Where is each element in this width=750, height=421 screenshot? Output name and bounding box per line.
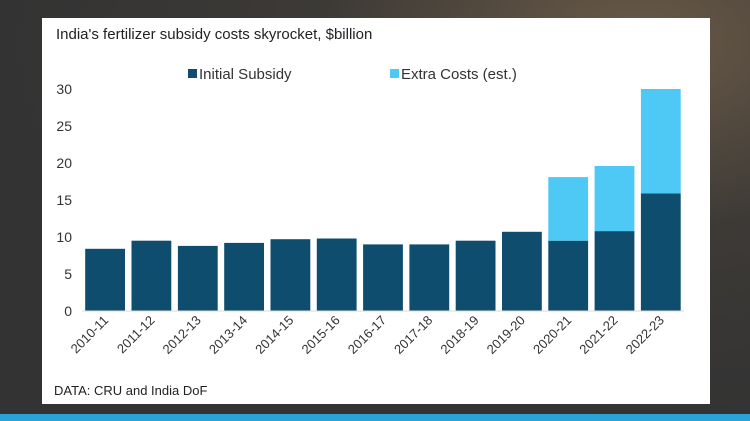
y-tick-label: 10 — [56, 229, 72, 245]
x-tick-label: 2013-14 — [206, 313, 250, 357]
x-tick-label: 2015-16 — [298, 313, 342, 357]
chart-card: India's fertilizer subsidy costs skyrock… — [42, 18, 710, 404]
x-tick-label: 2022-23 — [623, 313, 667, 357]
legend-label: Initial Subsidy — [199, 66, 292, 83]
x-tick-label: 2017-18 — [391, 313, 435, 357]
x-tick-label: 2014-15 — [252, 313, 296, 357]
bar-extra-costs — [594, 166, 635, 232]
bar-initial-subsidy — [363, 244, 403, 311]
bar-initial-subsidy — [594, 231, 635, 311]
y-tick-label: 0 — [64, 303, 72, 319]
legend-swatch — [188, 69, 197, 78]
bar-initial-subsidy — [548, 240, 589, 311]
y-tick-label: 30 — [56, 81, 72, 97]
x-tick-label: 2021-22 — [576, 313, 620, 357]
x-tick-label: 2020-21 — [530, 313, 574, 357]
y-tick-label: 15 — [56, 192, 72, 208]
bar-initial-subsidy — [640, 193, 681, 311]
x-tick-label: 2019-20 — [484, 313, 528, 357]
y-tick-label: 5 — [64, 266, 72, 282]
bar-initial-subsidy — [177, 245, 218, 311]
legend-swatch — [390, 69, 399, 78]
bar-chart: 0 5 10 15 20 25 30 2010-11 2011-12 2012-13 2013-14… — [56, 66, 684, 357]
chart-title: India's fertilizer subsidy costs skyrock… — [56, 26, 373, 43]
bar-initial-subsidy — [455, 240, 496, 311]
x-tick-label: 2011-12 — [114, 313, 158, 357]
x-tick-label: 2016-17 — [345, 313, 389, 357]
bar-initial-subsidy — [131, 240, 172, 311]
bar-initial-subsidy — [502, 231, 542, 311]
bar-initial-subsidy — [224, 242, 264, 311]
bar-initial-subsidy — [409, 244, 450, 311]
bar-initial-subsidy — [316, 238, 357, 311]
bar-initial-subsidy — [270, 239, 311, 311]
bottom-accent-bar — [0, 414, 750, 421]
bar-initial-subsidy — [85, 248, 125, 311]
y-tick-label: 25 — [56, 118, 72, 134]
data-source: DATA: CRU and India DoF — [54, 383, 208, 398]
bar-extra-costs — [548, 177, 589, 241]
x-tick-label: 2018-19 — [437, 313, 481, 357]
y-tick-label: 20 — [56, 155, 72, 171]
legend-label: Extra Costs (est.) — [401, 66, 517, 83]
bar-extra-costs — [640, 89, 681, 194]
x-tick-label: 2010-11 — [68, 313, 112, 357]
x-tick-label: 2012-13 — [160, 313, 204, 357]
